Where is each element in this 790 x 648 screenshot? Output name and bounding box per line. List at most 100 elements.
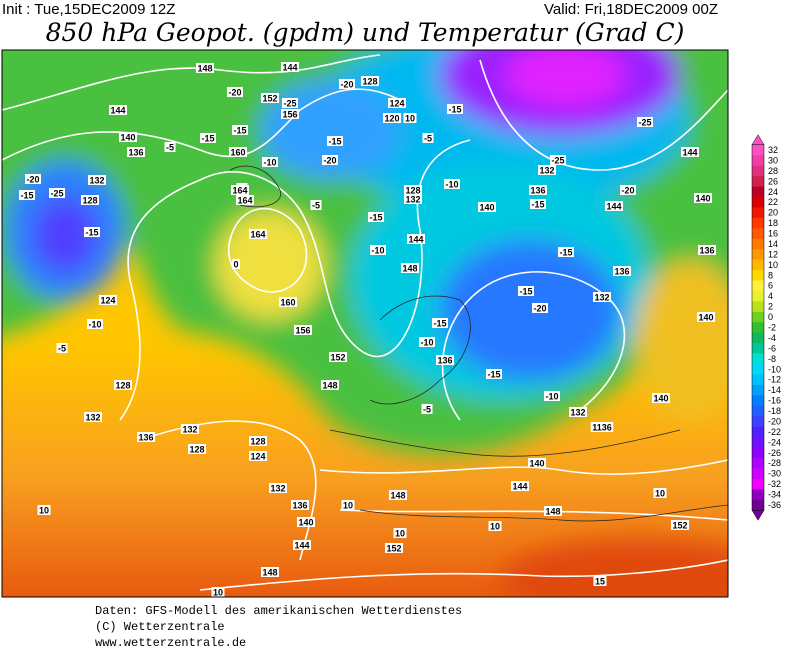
map-label-text: -15 bbox=[201, 134, 214, 144]
map-label-text: 148 bbox=[197, 64, 212, 74]
map-label-text: -15 bbox=[487, 370, 500, 380]
map-label: 160 bbox=[228, 147, 248, 158]
colorbar-cell bbox=[752, 144, 764, 156]
map-label-box bbox=[527, 458, 547, 468]
map-label: 132 bbox=[592, 292, 612, 303]
map-label-text: -20 bbox=[228, 88, 241, 98]
map-label-text: -5 bbox=[424, 134, 432, 144]
map-label-box bbox=[118, 132, 138, 142]
map-label: -15 bbox=[18, 190, 36, 201]
map-area: 148 144 -20 152 -25 156 128 -20 124 120 10 -15 -5 144… bbox=[2, 50, 728, 597]
map-label: 152 bbox=[384, 543, 404, 554]
map-label-box bbox=[113, 380, 133, 390]
colorbar-cell bbox=[752, 249, 764, 260]
map-label: -20 bbox=[338, 79, 356, 90]
colorbar-label: -32 bbox=[768, 479, 781, 489]
colorbar-label: -10 bbox=[768, 364, 781, 374]
map-label-text: -15 bbox=[433, 319, 446, 329]
map-label-text: 132 bbox=[570, 408, 585, 418]
map-label-text: 132 bbox=[270, 484, 285, 494]
map-label-text: -15 bbox=[85, 228, 98, 238]
map-label-text: 136 bbox=[292, 501, 307, 511]
map-label-box bbox=[485, 369, 503, 379]
map-label: 124 bbox=[248, 451, 268, 462]
map-label: 120 bbox=[382, 113, 402, 124]
map-label-text: -10 bbox=[545, 392, 558, 402]
map-label: 164 bbox=[230, 185, 250, 196]
colorbar-label: -34 bbox=[768, 490, 781, 500]
map-label-box bbox=[180, 424, 200, 434]
map-label: 148 bbox=[260, 567, 280, 578]
map-label-text: -20 bbox=[533, 304, 546, 314]
map-label: -15 bbox=[199, 133, 217, 144]
map-label: -25 bbox=[636, 117, 654, 128]
map-label: -5 bbox=[421, 404, 433, 415]
colorbar-label: 20 bbox=[768, 208, 778, 218]
map-label: 132 bbox=[568, 407, 588, 418]
map-label-text: 10 bbox=[395, 529, 405, 539]
map-label-text: 128 bbox=[405, 186, 420, 196]
map-label: -10 bbox=[261, 157, 279, 168]
map-label-box bbox=[517, 286, 535, 296]
colorbar-label: 30 bbox=[768, 155, 778, 165]
map-label-text: 144 bbox=[512, 482, 527, 492]
colorbar-cell bbox=[752, 186, 764, 198]
colorbar-label: 14 bbox=[768, 239, 778, 249]
map-label-text: 128 bbox=[82, 196, 97, 206]
map-label: 10 bbox=[403, 113, 417, 124]
map-label-text: -25 bbox=[551, 156, 564, 166]
map-label: 144 bbox=[680, 147, 700, 158]
colorbar-cell bbox=[752, 426, 764, 438]
map-label-text: 10 bbox=[655, 489, 665, 499]
map-label: -20 bbox=[531, 303, 549, 314]
map-label-text: 148 bbox=[402, 264, 417, 274]
map-label-text: 120 bbox=[384, 114, 399, 124]
map-label-box bbox=[320, 380, 340, 390]
colorbar-label: -2 bbox=[768, 323, 776, 333]
map-label-box bbox=[680, 147, 700, 157]
map-label-text: -15 bbox=[531, 200, 544, 210]
colorbar-cell bbox=[752, 416, 764, 427]
map-label-box bbox=[384, 543, 404, 553]
map-label-box bbox=[529, 199, 547, 209]
map-label-box bbox=[619, 185, 637, 195]
colorbar-label: -4 bbox=[768, 333, 776, 343]
map-label-text: 124 bbox=[250, 452, 265, 462]
map-label: -20 bbox=[226, 87, 244, 98]
map-label-box bbox=[387, 98, 407, 108]
map-label-box bbox=[670, 520, 690, 530]
map-label-text: -5 bbox=[423, 405, 431, 415]
map-label: 156 bbox=[293, 325, 313, 336]
colorbar-label: 16 bbox=[768, 229, 778, 239]
map-label-text: -15 bbox=[328, 137, 341, 147]
colorbar-cell bbox=[752, 290, 764, 302]
map-label-box bbox=[248, 229, 268, 239]
map-label: 144 bbox=[406, 234, 426, 245]
coastlines bbox=[229, 165, 728, 522]
map-label: -20 bbox=[24, 174, 42, 185]
colorbar-cell bbox=[752, 437, 764, 448]
map-label-text: 128 bbox=[189, 445, 204, 455]
map-label-text: 140 bbox=[298, 518, 313, 528]
map-label-box bbox=[199, 133, 217, 143]
map-label-text: 140 bbox=[120, 133, 135, 143]
map-label-box bbox=[328, 352, 348, 362]
map-label-text: -25 bbox=[638, 118, 651, 128]
map-label-box bbox=[477, 202, 497, 212]
map-label-text: 124 bbox=[389, 99, 404, 109]
map-label: -15 bbox=[367, 212, 385, 223]
colorbar-label: -6 bbox=[768, 343, 776, 353]
map-label-text: 144 bbox=[110, 106, 125, 116]
map-label-box bbox=[310, 200, 322, 210]
map-label-box bbox=[693, 193, 713, 203]
map-label: 140 bbox=[118, 132, 138, 143]
map-label: 10 bbox=[488, 521, 502, 532]
map-label-box bbox=[280, 109, 300, 119]
map-label: -15 bbox=[231, 125, 249, 136]
map-label-box bbox=[268, 483, 288, 493]
map-label-box bbox=[48, 188, 66, 198]
colorbar-label: 12 bbox=[768, 249, 778, 259]
map-label-box bbox=[260, 93, 280, 103]
map-label-text: -15 bbox=[233, 126, 246, 136]
map-label-box bbox=[278, 297, 298, 307]
